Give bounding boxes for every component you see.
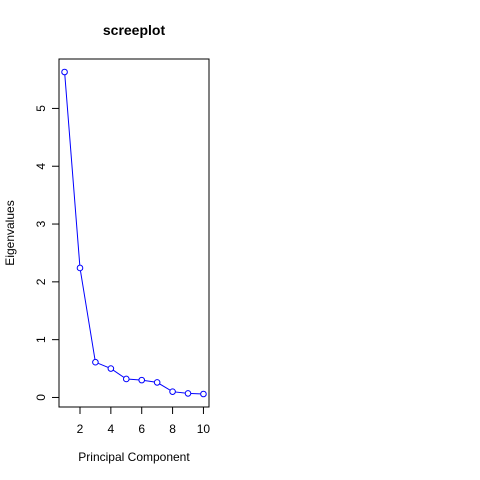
plot-frame xyxy=(58,58,210,408)
x-tick-label: 6 xyxy=(138,422,145,436)
data-point xyxy=(200,390,207,398)
data-point xyxy=(61,68,68,76)
data-point xyxy=(107,365,115,372)
data-point xyxy=(169,388,176,395)
y-tick-label: 5 xyxy=(34,105,48,112)
data-point xyxy=(76,264,84,272)
chart-title: screeplot xyxy=(103,22,166,38)
y-tick-label: 2 xyxy=(34,278,48,285)
y-tick-label: 1 xyxy=(34,336,48,343)
x-tick-label: 4 xyxy=(108,422,115,436)
data-point xyxy=(92,358,99,366)
x-tick-label: 8 xyxy=(169,422,176,436)
data-point xyxy=(122,375,130,383)
y-tick-label: 4 xyxy=(34,163,48,170)
y-axis-label: Eigenvalues xyxy=(3,200,17,265)
y-tick-label: 3 xyxy=(34,220,48,227)
x-tick-label: 2 xyxy=(77,422,84,436)
x-tick-label: 10 xyxy=(197,422,211,436)
y-axis: 0 1 2 3 4 5 xyxy=(34,105,59,401)
y-tick-label: 0 xyxy=(34,394,48,401)
data-point xyxy=(138,376,146,384)
series-line xyxy=(64,71,204,395)
data-point xyxy=(184,390,192,397)
x-axis-label: Principal Component xyxy=(78,450,190,464)
data-point xyxy=(153,379,161,386)
series-points xyxy=(61,68,207,398)
x-axis: 2 4 6 8 10 xyxy=(77,407,211,436)
